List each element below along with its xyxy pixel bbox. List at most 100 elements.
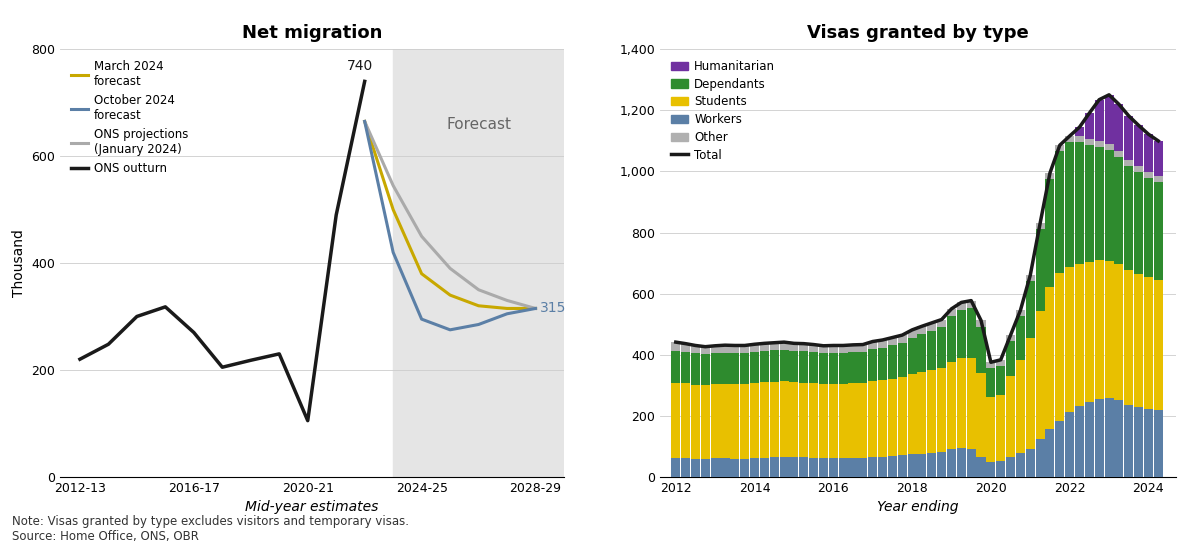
Bar bbox=[878, 347, 887, 380]
Bar bbox=[790, 344, 798, 351]
Bar bbox=[1036, 311, 1045, 438]
Total bbox=[984, 359, 998, 366]
Line: Total: Total bbox=[676, 95, 1158, 362]
Bar bbox=[1006, 457, 1015, 477]
Bar bbox=[888, 379, 896, 456]
Total bbox=[914, 323, 929, 329]
Bar bbox=[1094, 147, 1104, 260]
Bar bbox=[986, 397, 996, 462]
X-axis label: Mid-year estimates: Mid-year estimates bbox=[245, 500, 379, 514]
Bar bbox=[799, 351, 809, 383]
Total bbox=[964, 298, 978, 304]
Bar bbox=[818, 458, 828, 477]
Bar bbox=[1124, 165, 1133, 270]
Total bbox=[708, 342, 722, 349]
Bar bbox=[1144, 409, 1153, 477]
Bar bbox=[918, 334, 926, 372]
Bar bbox=[760, 458, 769, 477]
Bar bbox=[868, 341, 877, 349]
Bar bbox=[898, 335, 907, 342]
Bar bbox=[1026, 275, 1034, 281]
Bar bbox=[1104, 95, 1114, 144]
Bar bbox=[1045, 287, 1055, 429]
Bar bbox=[671, 351, 680, 383]
Text: 740: 740 bbox=[347, 59, 373, 73]
Total bbox=[836, 342, 851, 349]
Total bbox=[698, 344, 713, 350]
Bar bbox=[1026, 281, 1034, 338]
Bar bbox=[1006, 376, 1015, 457]
Bar bbox=[1036, 230, 1045, 311]
Total bbox=[668, 339, 683, 345]
Total bbox=[797, 340, 811, 347]
Total bbox=[1132, 122, 1146, 129]
Bar bbox=[1016, 360, 1025, 453]
Total bbox=[1003, 332, 1018, 338]
Total bbox=[787, 340, 802, 347]
Bar bbox=[907, 454, 917, 477]
Bar bbox=[710, 459, 720, 477]
Bar bbox=[996, 360, 1006, 366]
Bar bbox=[1016, 310, 1025, 317]
Bar bbox=[701, 459, 710, 477]
Total bbox=[846, 341, 860, 348]
Bar bbox=[907, 330, 917, 338]
Total bbox=[994, 357, 1008, 363]
Bar bbox=[818, 346, 828, 353]
Bar bbox=[1075, 142, 1084, 264]
Total bbox=[875, 336, 889, 343]
Total bbox=[924, 319, 938, 326]
Bar bbox=[750, 383, 760, 458]
Total bbox=[886, 334, 900, 341]
Bar bbox=[868, 381, 877, 457]
Bar bbox=[710, 346, 720, 353]
Total bbox=[1043, 170, 1057, 176]
Bar bbox=[1134, 166, 1144, 172]
Bar bbox=[799, 457, 809, 477]
Total bbox=[1122, 112, 1136, 119]
Bar bbox=[750, 458, 760, 477]
Bar bbox=[1134, 172, 1144, 274]
Bar bbox=[848, 345, 858, 352]
Bar bbox=[1085, 402, 1094, 477]
Bar bbox=[1075, 264, 1084, 406]
Bar bbox=[1124, 116, 1133, 159]
Bar bbox=[928, 323, 936, 330]
Total bbox=[1033, 220, 1048, 227]
Total bbox=[826, 342, 840, 349]
Bar bbox=[947, 362, 956, 449]
X-axis label: Year ending: Year ending bbox=[877, 500, 959, 514]
Bar bbox=[818, 353, 828, 384]
Bar bbox=[907, 374, 917, 454]
Bar bbox=[848, 458, 858, 477]
Bar bbox=[394, 49, 564, 477]
Bar bbox=[947, 449, 956, 477]
Bar bbox=[956, 302, 966, 310]
Bar bbox=[769, 350, 779, 382]
Total bbox=[1052, 142, 1067, 149]
Bar bbox=[1045, 429, 1055, 477]
Total bbox=[905, 327, 919, 333]
Bar bbox=[671, 459, 680, 477]
Bar bbox=[928, 453, 936, 477]
Total bbox=[895, 332, 910, 338]
Bar bbox=[956, 310, 966, 358]
Bar bbox=[710, 353, 720, 384]
Bar bbox=[1094, 100, 1104, 141]
Total bbox=[776, 339, 791, 345]
Bar bbox=[769, 382, 779, 457]
Bar bbox=[769, 457, 779, 477]
Bar bbox=[1006, 335, 1015, 341]
Bar bbox=[1026, 449, 1034, 477]
Total bbox=[1092, 96, 1106, 103]
Bar bbox=[780, 342, 788, 350]
Bar bbox=[1134, 407, 1144, 477]
Total bbox=[1073, 124, 1087, 130]
Total bbox=[1024, 272, 1038, 278]
Bar bbox=[977, 328, 985, 373]
Bar bbox=[878, 340, 887, 347]
Bar bbox=[691, 385, 700, 459]
Bar bbox=[818, 384, 828, 458]
Bar bbox=[829, 345, 838, 353]
Y-axis label: Thousand: Thousand bbox=[12, 229, 25, 297]
